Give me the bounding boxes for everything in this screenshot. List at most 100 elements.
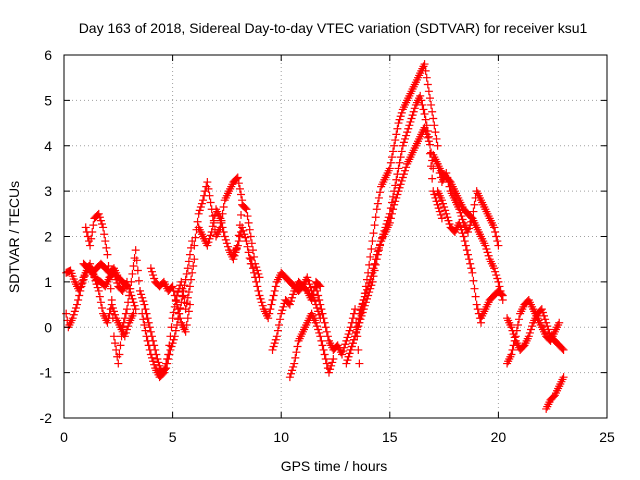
data-point — [235, 221, 244, 230]
data-point — [510, 336, 519, 345]
data-point — [146, 264, 155, 273]
data-point — [137, 290, 146, 299]
data-point — [108, 303, 117, 312]
data-point — [155, 361, 164, 370]
data-point — [125, 291, 134, 300]
data-point — [420, 60, 429, 69]
data-point — [71, 303, 80, 312]
chart-title: Day 163 of 2018, Sidereal Day-to-day VTE… — [79, 20, 588, 36]
data-point — [313, 322, 322, 331]
data-point — [362, 285, 371, 294]
data-point — [129, 309, 138, 318]
data-point — [387, 153, 396, 162]
data-point — [178, 292, 187, 301]
x-tick-label: 10 — [273, 429, 289, 445]
data-point — [370, 221, 379, 230]
data-point — [555, 318, 564, 327]
data-point — [207, 227, 216, 236]
data-point — [143, 336, 152, 345]
data-point — [315, 328, 324, 337]
data-point — [422, 130, 431, 139]
data-point — [205, 234, 214, 243]
data-point — [458, 229, 467, 238]
data-point — [246, 232, 255, 241]
data-point — [175, 309, 184, 318]
data-point — [326, 365, 335, 374]
data-point — [395, 183, 404, 192]
data-point — [434, 164, 443, 173]
x-tick-labels: 0 5 10 15 20 25 — [60, 429, 615, 445]
data-point — [117, 332, 126, 341]
data-point — [442, 209, 451, 218]
data-point — [513, 320, 522, 329]
data-point — [538, 308, 547, 317]
data-point — [289, 362, 298, 371]
data-point — [258, 301, 267, 310]
data-point — [355, 318, 364, 327]
data-point — [435, 207, 444, 216]
data-point — [456, 222, 465, 231]
data-point — [167, 323, 176, 332]
data-point — [237, 190, 246, 199]
data-point — [494, 277, 503, 286]
data-point — [143, 314, 152, 323]
data-point — [470, 200, 479, 209]
data-point — [130, 301, 139, 310]
data-point — [340, 343, 349, 352]
data-point — [354, 322, 363, 331]
data-point — [455, 218, 464, 227]
data-point — [321, 323, 330, 332]
data-point — [268, 345, 277, 354]
data-point — [402, 163, 411, 172]
data-point — [422, 73, 431, 82]
y-tick-label: -2 — [40, 410, 53, 426]
data-point — [470, 284, 479, 293]
data-point — [355, 309, 364, 318]
data-point — [394, 187, 403, 196]
data-point — [357, 302, 366, 311]
series-track-15 — [355, 123, 446, 318]
data-point — [443, 173, 452, 182]
data-point — [365, 279, 374, 288]
data-point — [166, 345, 175, 354]
data-point — [237, 210, 246, 219]
data-point — [421, 66, 430, 75]
data-point — [204, 184, 213, 193]
data-point — [162, 359, 171, 368]
data-point — [165, 341, 174, 350]
data-point — [352, 328, 361, 337]
data-point — [139, 297, 148, 306]
data-point — [492, 271, 501, 280]
data-point — [114, 359, 123, 368]
data-point — [160, 364, 169, 373]
data-point — [367, 272, 376, 281]
data-point — [515, 315, 524, 324]
data-point — [420, 123, 429, 132]
data-point — [181, 327, 190, 336]
data-point — [396, 112, 405, 121]
data-point — [401, 166, 410, 175]
data-point — [463, 227, 472, 236]
data-point — [163, 355, 172, 364]
data-point — [440, 203, 449, 212]
data-point — [367, 244, 376, 253]
data-point — [146, 327, 155, 336]
data-point — [491, 227, 500, 236]
data-point — [306, 283, 315, 292]
data-point — [193, 217, 202, 226]
data-point — [322, 359, 331, 368]
series-track-22 — [542, 373, 568, 413]
data-point — [512, 326, 521, 335]
data-point — [371, 255, 380, 264]
y-tick-label: 5 — [44, 92, 52, 108]
data-point — [508, 345, 517, 354]
data-point — [390, 200, 399, 209]
data-point — [424, 137, 433, 146]
data-point — [90, 273, 99, 282]
data-point — [168, 282, 177, 291]
data-point — [235, 184, 244, 193]
data-point — [239, 226, 248, 235]
series-track-19 — [477, 286, 507, 323]
data-point — [423, 133, 432, 142]
x-axis-label: GPS time / hours — [281, 458, 388, 474]
